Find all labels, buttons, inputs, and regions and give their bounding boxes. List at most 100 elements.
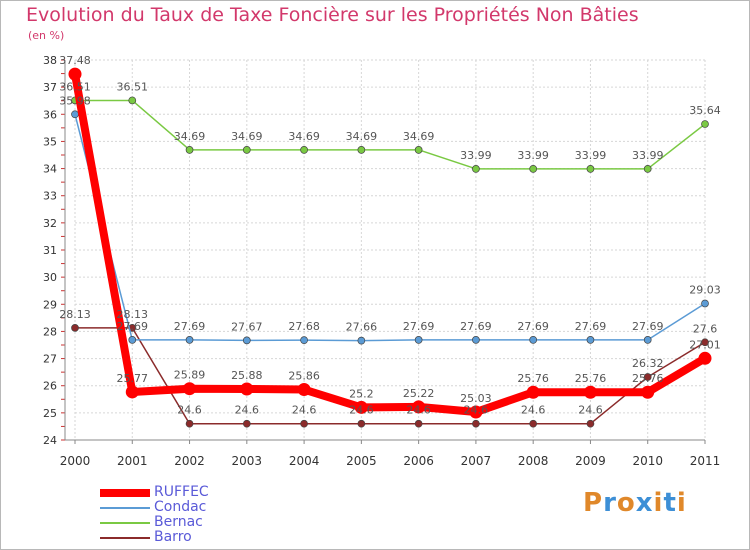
y-tick-label: 32 [43,217,57,230]
data-point-condac [529,335,538,344]
data-label-bernac: 36.51 [59,80,91,93]
data-label-ruffec: 25.76 [517,372,549,385]
data-label-bernac: 34.69 [174,130,206,143]
series-line-bernac [75,99,706,170]
x-tick-label: 2009 [575,454,606,468]
y-tick-label: 30 [43,271,57,284]
legend-label-condac: Condac [154,499,207,515]
data-point-barro [414,419,423,428]
data-label-bernac: 34.69 [288,130,320,143]
series-line-ruffec [71,73,708,417]
data-point-condac [701,299,709,308]
y-tick-label: 33 [43,190,57,203]
series-line-condac [74,114,706,342]
data-label-barro: 28.13 [59,308,91,321]
data-point-condac [472,335,480,344]
data-label-ruffec: 25.89 [174,369,206,382]
logo-letter: o [616,488,636,518]
chart-title: Evolution du Taux de Taxe Foncière sur l… [26,4,639,26]
data-label-bernac: 34.69 [231,130,263,143]
data-label-bernac: 34.69 [346,130,378,143]
data-point-barro [300,419,308,428]
data-label-condac: 27.67 [231,320,263,333]
logo-letter: i [676,488,687,518]
data-label-bernac: 33.99 [460,149,492,162]
data-point-bernac [472,164,480,173]
legend-label-ruffec: RUFFEC [154,484,209,500]
data-point-condac [357,336,366,345]
proxiti-logo: Proxiti [583,488,687,518]
data-label-bernac: 34.69 [403,130,435,143]
data-label-bernac: 33.99 [632,149,664,162]
data-point-bernac [414,145,423,154]
data-point-bernac [185,145,194,154]
data-point-bernac [300,145,308,154]
data-label-ruffec: 37.48 [59,54,91,67]
data-label-bernac: 33.99 [517,149,549,162]
data-point-ruffec [583,385,597,399]
data-label-barro: 24.6 [464,404,489,417]
y-tick-label: 36 [43,108,57,121]
logo-letter: x [635,488,654,518]
data-point-barro [185,419,194,428]
x-tick-label: 2002 [174,454,205,468]
y-tick-label: 24 [43,434,57,447]
data-point-ruffec [641,385,655,399]
data-point-bernac [128,96,137,105]
data-label-bernac: 36.51 [117,80,149,93]
data-point-condac [414,335,423,344]
data-point-condac [586,335,595,344]
x-tick-label: 2011 [690,454,721,468]
data-point-barro [472,419,480,428]
data-label-ruffec: 25.76 [575,372,607,385]
data-point-barro [586,419,595,428]
data-label-ruffec: 25.88 [231,369,263,382]
x-tick-label: 2005 [346,454,377,468]
data-point-barro [357,419,366,428]
data-label-barro: 24.6 [177,404,202,417]
x-tick-label: 2008 [518,454,549,468]
data-label-condac: 35.98 [59,94,91,107]
data-label-barro: 24.6 [578,404,603,417]
data-label-condac: 27.68 [288,320,320,333]
data-point-bernac [357,145,366,154]
data-point-barro [71,324,79,332]
data-point-condac [71,110,79,119]
data-point-ruffec [412,400,426,414]
data-label-condac: 27.69 [403,320,435,333]
data-point-ruffec [297,383,311,397]
data-point-bernac [529,164,538,173]
x-tick-label: 2001 [117,454,148,468]
y-tick-label: 27 [43,353,57,366]
data-label-ruffec: 25.03 [460,392,492,405]
data-point-bernac [643,164,652,173]
data-label-barro: 24.6 [406,404,431,417]
data-point-barro [529,419,538,428]
data-label-barro: 27.6 [693,322,718,335]
data-label-condac: 27.69 [460,320,492,333]
data-label-condac: 27.69 [517,320,549,333]
data-point-bernac [242,145,251,154]
chart-subtitle: (en %) [28,29,65,42]
y-tick-label: 35 [43,135,57,148]
data-point-condac [185,335,194,344]
data-point-ruffec [354,400,368,414]
data-point-bernac [701,120,709,128]
y-tick-label: 38 [43,54,57,67]
data-label-ruffec: 27.01 [689,338,721,351]
data-point-ruffec [526,385,540,399]
logo-letter: t [663,488,677,518]
data-point-bernac [586,164,595,173]
data-label-barro: 24.6 [521,404,546,417]
x-tick-label: 2010 [632,454,663,468]
data-label-condac: 27.66 [346,321,378,334]
data-point-ruffec [698,351,712,365]
data-label-ruffec: 25.77 [117,372,149,385]
data-label-condac: 27.69 [575,320,607,333]
series-line-barro [75,327,706,425]
data-point-condac [242,336,251,345]
data-point-condac [128,335,137,344]
logo-letter: P [583,488,604,518]
legend-label-barro: Barro [154,529,192,545]
